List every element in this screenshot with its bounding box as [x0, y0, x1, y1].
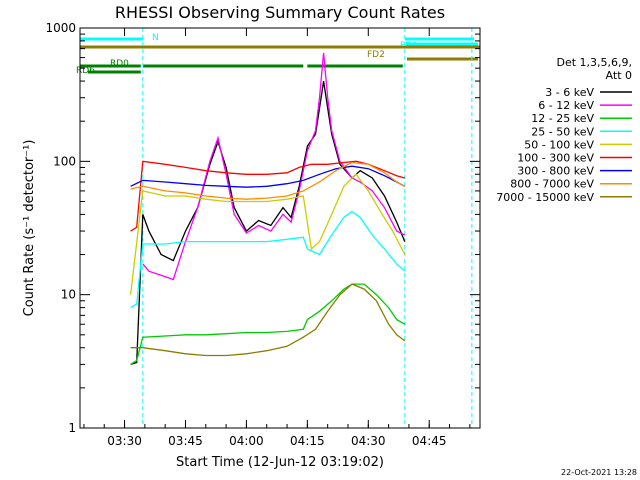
y-tick-label-2: 100: [53, 154, 76, 168]
x-tick-label-5: 04:45: [412, 434, 447, 448]
series-line-4: [129, 173, 406, 295]
series-line-8: [130, 283, 406, 357]
legend-label-4: 50 - 100 keV: [524, 138, 594, 151]
flag-label-RD6: RD6: [76, 66, 95, 76]
x-tick-label-1: 03:45: [168, 434, 203, 448]
chart-title: RHESSI Observing Summary Count Rates: [115, 3, 445, 22]
legend-label-3: 25 - 50 keV: [531, 125, 594, 138]
plot-frame: [79, 27, 481, 429]
legend-label-2: 12 - 25 keV: [531, 112, 594, 125]
legend-label-7: 800 - 7000 keV: [510, 178, 594, 191]
series-line-3: [130, 210, 406, 309]
legend-label-8: 7000 - 15000 keV: [496, 191, 594, 204]
y-tick-label-3: 1000: [45, 21, 76, 35]
legend-label-6: 300 - 800 keV: [517, 165, 594, 178]
flag-label-N: N: [152, 33, 159, 43]
x-axis-label: Start Time (12-Jun-12 03:19:02): [176, 455, 384, 470]
legend-label-5: 100 - 300 keV: [517, 152, 594, 165]
x-tick-label-3: 04:15: [290, 434, 325, 448]
legend-label-0: 3 - 6 keV: [545, 86, 594, 99]
legend-label-1: 6 - 12 keV: [538, 99, 594, 112]
x-tick-label-4: 04:30: [351, 434, 386, 448]
y-axis-label: Count Rate (s⁻¹ detector⁻¹): [22, 140, 37, 317]
y-axis: 1 10 100 1000: [45, 21, 480, 435]
x-tick-label-2: 04:00: [229, 434, 264, 448]
footer-date: 22-Oct-2021 13:28: [561, 468, 637, 477]
data-series: [129, 52, 406, 366]
flag-label-FD2: FD2: [367, 50, 385, 60]
x-tick-label-0: 03:30: [107, 434, 142, 448]
series-line-1: [142, 52, 406, 281]
y-tick-label-0: 1: [68, 421, 76, 435]
y-tick-label-1: 10: [61, 288, 76, 302]
series-line-2: [130, 283, 406, 365]
legend-title-line-1: Det 1,3,5,6,9,: [556, 56, 632, 69]
flag-label-RD0: RD0: [110, 59, 129, 69]
series-line-6: [130, 165, 406, 188]
x-axis: 03:30 03:45 04:00 04:15 04:30 04:45: [83, 28, 471, 448]
legend-title-line-2: Att 0: [606, 69, 632, 82]
observing-flags: NFD1FD2RD0RD6: [76, 28, 480, 428]
series-line-7: [130, 161, 406, 200]
